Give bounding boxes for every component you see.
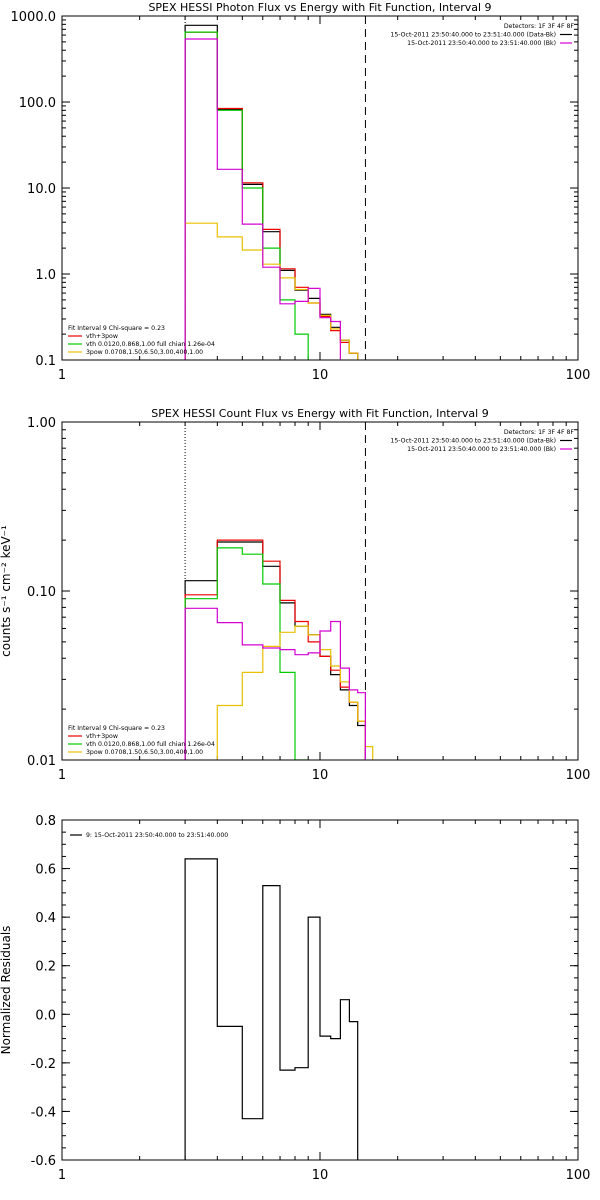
- series-residuals: [184, 858, 359, 1160]
- y-tick-label: 0.10: [27, 585, 56, 600]
- chart-panel-2: SPEX HESSI Count Flux vs Energy with Fit…: [0, 407, 591, 783]
- series-vth-3pow: [184, 31, 359, 360]
- y-tick-label: -0.6: [31, 1154, 56, 1169]
- plot-frame: [61, 15, 579, 361]
- x-tick-label: 10: [312, 1168, 329, 1183]
- y-tick-label: 0.1: [35, 354, 56, 369]
- y-tick-label: -0.4: [31, 1105, 56, 1120]
- legend-entry: 15-Oct-2011 23:50:40.000 to 23:51:40.000…: [407, 446, 556, 453]
- series-group: [184, 539, 374, 760]
- y-axis-label: Normalized Residuals: [0, 926, 13, 1055]
- series-bk: [184, 607, 366, 760]
- legend-entry: 9: 15-Oct-2011 23:50:40.000 to 23:51:40.…: [86, 832, 228, 839]
- y-tick-label: 0.01: [27, 754, 56, 769]
- legend-entry: 3pow 0.0708,1.50,6.50,3.00,400,1.00: [86, 349, 203, 356]
- y-tick-label: 0.8: [35, 814, 56, 829]
- x-tick-label: 1: [58, 768, 66, 783]
- y-tick-label: 0.2: [35, 960, 56, 975]
- series-bk: [184, 38, 341, 360]
- x-tick-label: 100: [566, 768, 591, 783]
- chart-title: SPEX HESSI Photon Flux vs Energy with Fi…: [148, 1, 491, 14]
- x-tick-label: 10: [312, 368, 329, 383]
- plot-frame: [61, 819, 579, 1161]
- legend-entry: vth+3pow: [86, 733, 118, 740]
- legend-entry: 15-Oct-2011 23:50:40.000 to 23:51:40.000…: [390, 438, 556, 445]
- series-data-bk: [184, 541, 366, 760]
- y-tick-label: 0.4: [35, 911, 56, 926]
- legend-entry: 3pow 0.0708,1.50,6.50,3.00,400,1.00: [86, 749, 203, 756]
- legend-header: Detectors: 1F 3F 4F 8F: [504, 23, 575, 30]
- legend-entry: 15-Oct-2011 23:50:40.000 to 23:51:40.000…: [407, 40, 556, 47]
- legend-entry: vth+3pow: [86, 333, 118, 340]
- y-tick-label: 1.0: [35, 268, 56, 283]
- x-tick-label: 1: [58, 368, 66, 383]
- legend-entry: 15-Oct-2011 23:50:40.000 to 23:51:40.000…: [390, 32, 556, 39]
- x-tick-label: 10: [312, 768, 329, 783]
- x-tick-label: 1: [58, 1168, 66, 1183]
- series-vth: [184, 547, 309, 760]
- y-tick-label: 1.00: [27, 416, 56, 431]
- y-tick-label: 10.0: [27, 182, 56, 197]
- y-tick-label: -0.2: [31, 1057, 56, 1072]
- series-data-bk: [184, 24, 359, 360]
- legend-header: Fit Interval 9 Chi-square = 0.23: [68, 325, 165, 332]
- y-tick-label: 1000.0: [11, 10, 57, 25]
- legend-header: Detectors: 1F 3F 4F 8F: [504, 429, 575, 436]
- series-vth: [184, 31, 309, 360]
- chart-panel-1: SPEX HESSI Photon Flux vs Energy with Fi…: [11, 1, 591, 383]
- chart-title: SPEX HESSI Count Flux vs Energy with Fit…: [151, 407, 488, 420]
- legend-header: Fit Interval 9 Chi-square = 0.23: [68, 725, 165, 732]
- legend-entry: vth 0.0120,0.868,1.00 full chian 1.26e-0…: [86, 741, 215, 748]
- x-tick-label: 100: [566, 1168, 591, 1183]
- y-tick-label: 0.0: [35, 1008, 56, 1023]
- chart-panel-3: Normalized Residuals 1 10 100 -0.6 -0.4 -0.2 0.…: [0, 814, 591, 1183]
- plot-frame: [61, 421, 579, 761]
- y-tick-label: 0.6: [35, 863, 56, 878]
- series-group: [184, 24, 359, 360]
- y-tick-label: 100.0: [19, 96, 56, 111]
- legend-entry: vth 0.0120,0.868,1.00 full chian 1.26e-0…: [86, 341, 215, 348]
- series-3pow: [184, 222, 359, 360]
- series-group: [184, 858, 359, 1160]
- x-tick-label: 100: [566, 368, 591, 383]
- y-axis-label: counts s⁻¹ cm⁻² keV⁻¹: [0, 525, 13, 657]
- series-3pow: [216, 625, 374, 760]
